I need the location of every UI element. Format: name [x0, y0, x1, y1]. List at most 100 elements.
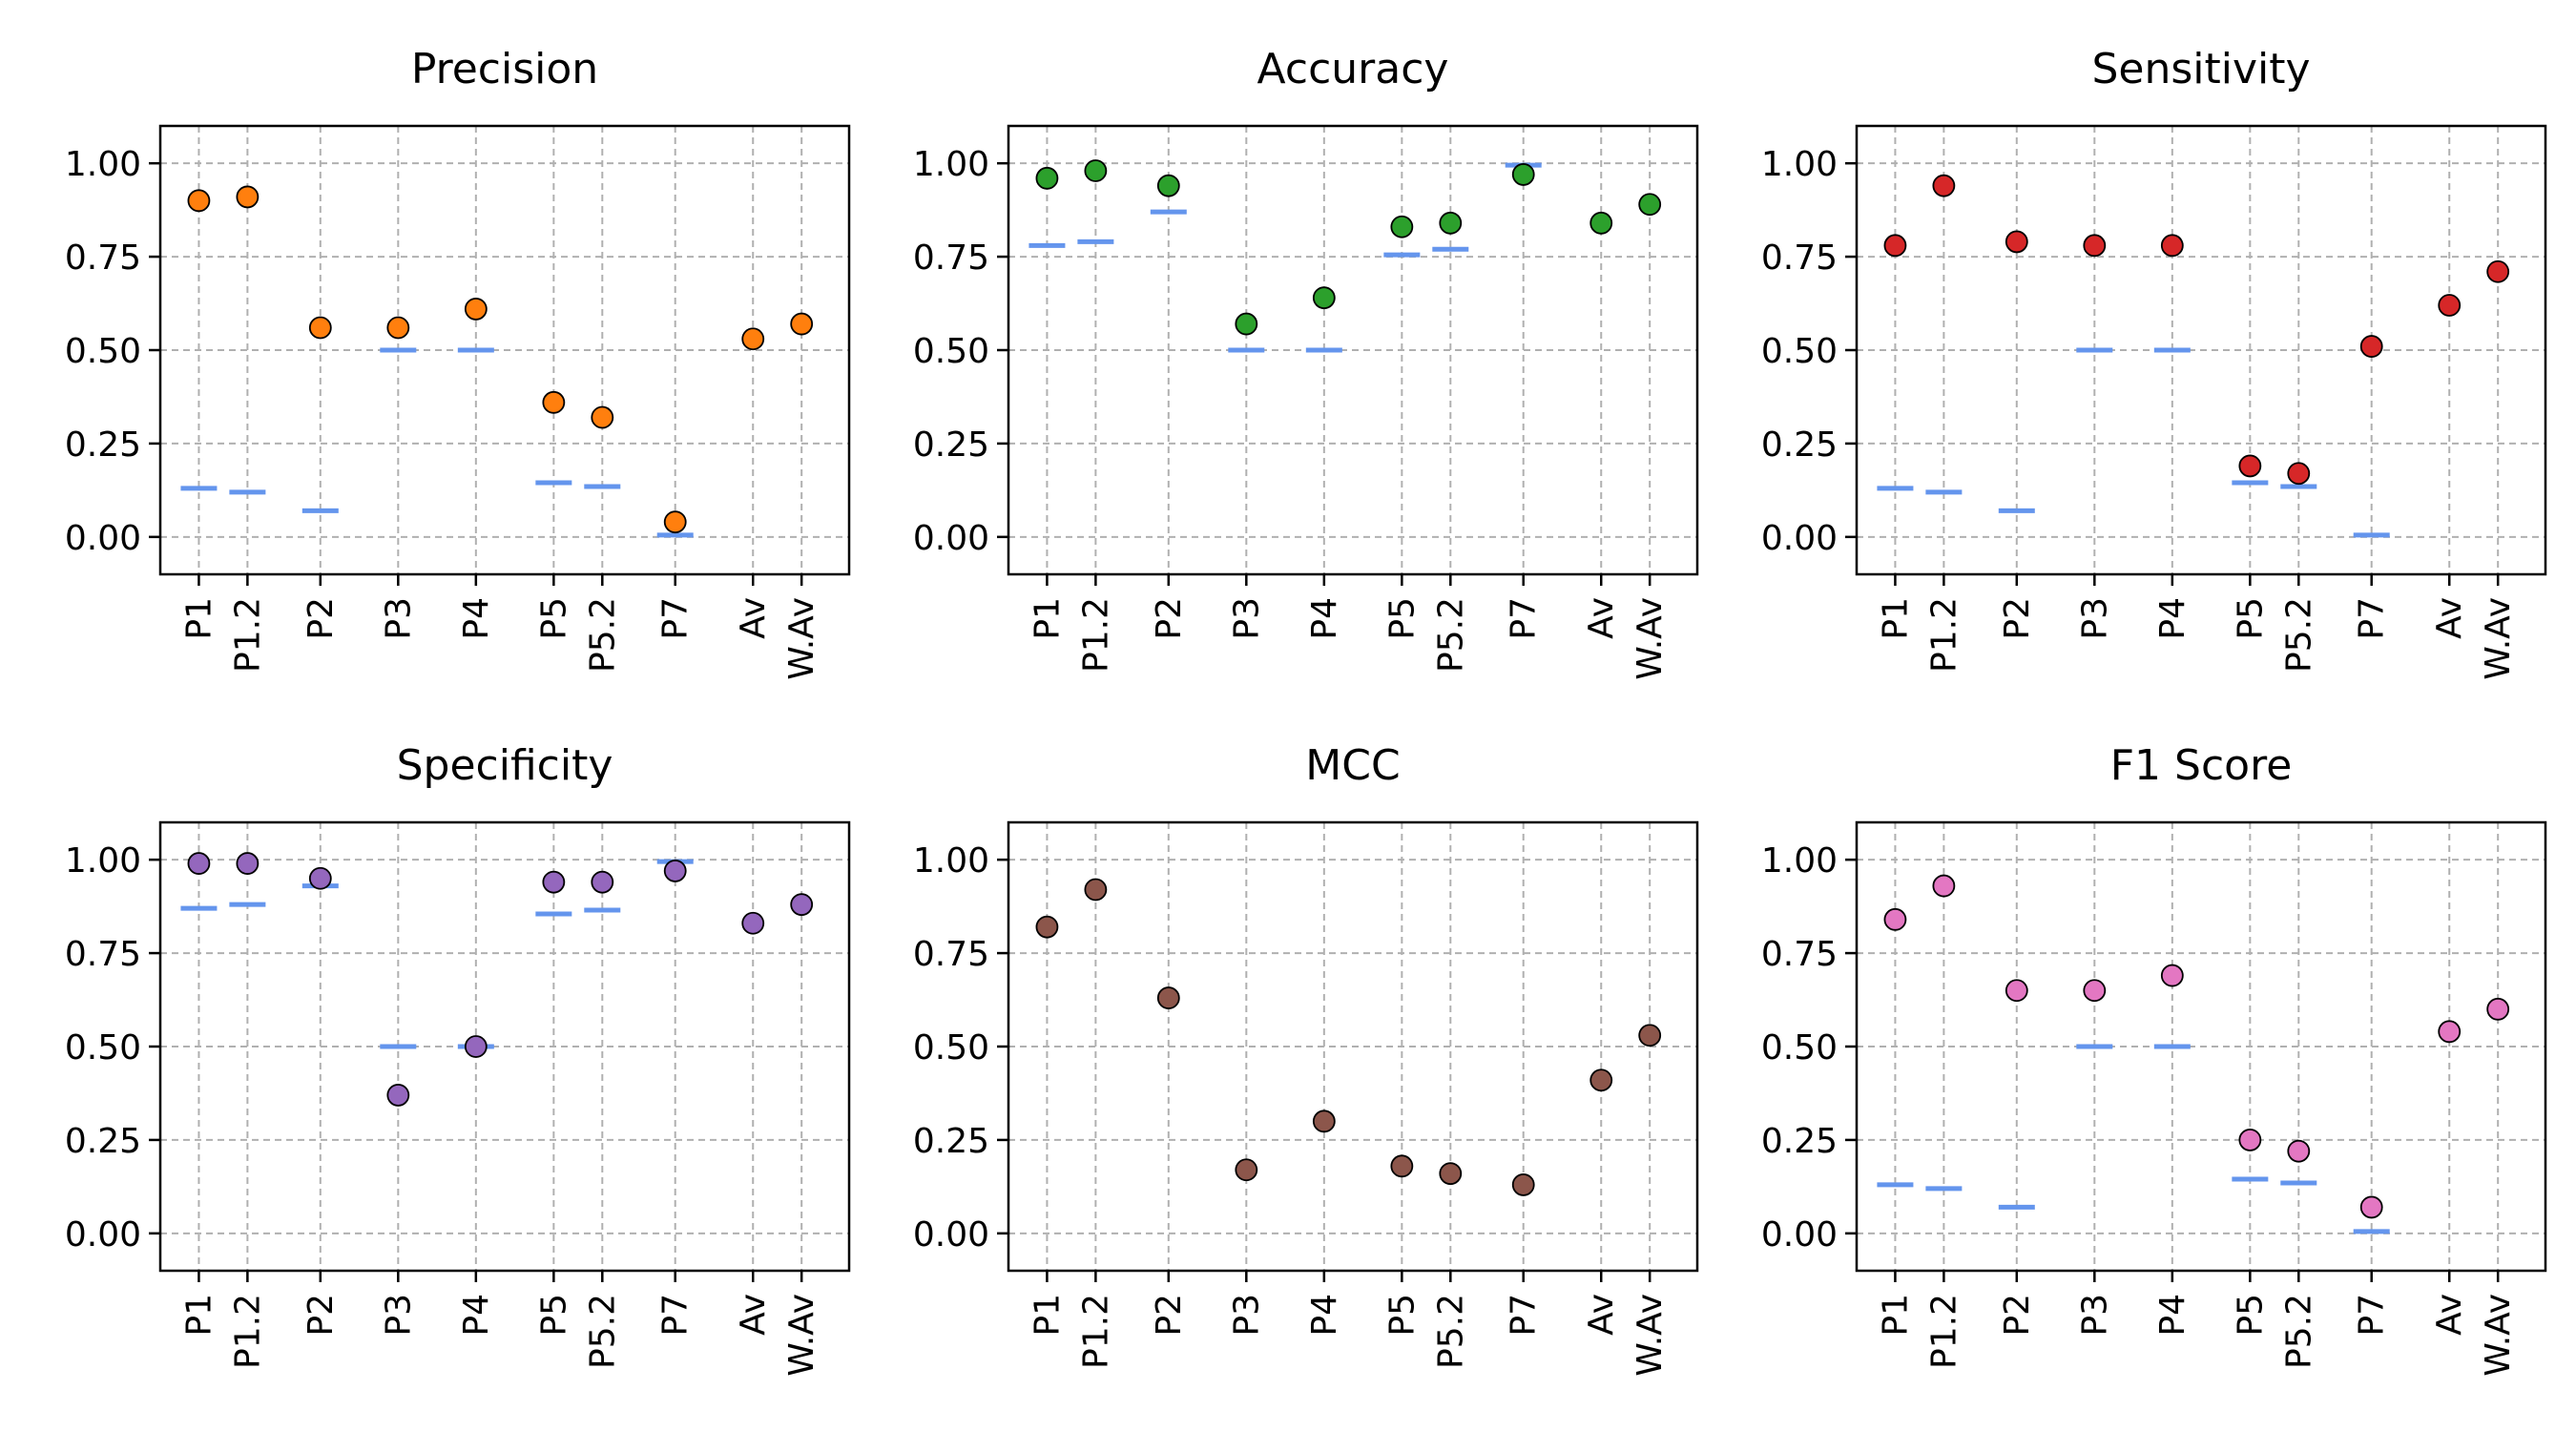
data-point — [1589, 1068, 1613, 1092]
y-tick-label: 0.75 — [65, 238, 141, 278]
data-point — [1883, 234, 1907, 258]
data-point — [1035, 915, 1059, 939]
x-tick-label: W.Av — [1631, 1294, 1670, 1377]
y-tick-label: 0.50 — [65, 1028, 141, 1068]
x-tick-label: P4 — [1305, 1294, 1344, 1337]
x-tick-label: P5.2 — [2279, 1294, 2318, 1369]
x-tick-label: W.Av — [2479, 597, 2518, 680]
x-tick-label: P4 — [2153, 597, 2192, 640]
x-tick-label: Av — [734, 1294, 773, 1336]
data-point — [741, 911, 765, 935]
x-tick-label: P1 — [1876, 1294, 1915, 1337]
data-point — [1084, 878, 1108, 902]
y-tick-label: 0.50 — [913, 1028, 989, 1068]
y-tick-label: 1.00 — [65, 145, 141, 184]
x-tick-label: P5.2 — [1431, 1294, 1470, 1369]
panel-sensitivity: Sensitivity 0.00 0.25 0.50 0.75 1.00 P1 P1.2 P2… — [1761, 45, 2547, 680]
y-tick-label: 0.25 — [1761, 425, 1838, 465]
panel-title: F1 Score — [2110, 741, 2293, 790]
y-tick-label: 0.75 — [65, 935, 141, 974]
plot-frame — [1007, 124, 1699, 576]
data-point — [663, 860, 687, 882]
x-tick-label: W.Av — [2479, 1294, 2518, 1377]
data-point — [542, 390, 566, 414]
plot-frame — [1855, 820, 2547, 1273]
data-point — [790, 893, 814, 917]
x-tick-label: P5 — [1382, 597, 1422, 640]
y-tick-label: 1.00 — [1761, 841, 1838, 881]
x-tick-label: P7 — [656, 1294, 696, 1337]
data-point — [1035, 166, 1059, 190]
x-tick-label: P4 — [1305, 597, 1344, 640]
data-point — [1235, 1158, 1258, 1182]
data-point — [1439, 211, 1463, 235]
data-point — [464, 298, 488, 321]
x-tick-label: P3 — [2075, 1294, 2114, 1337]
data-point — [2005, 979, 2028, 1003]
x-tick-label: P3 — [379, 597, 418, 640]
data-point — [1312, 1110, 1336, 1133]
data-point — [187, 189, 211, 213]
plot-frame — [158, 124, 851, 576]
data-point — [2083, 234, 2107, 258]
y-tick-label: 0.50 — [1761, 1028, 1838, 1068]
x-tick-label: P5.2 — [1431, 597, 1470, 673]
x-tick-label: P5.2 — [2279, 597, 2318, 673]
x-tick-label: P1 — [179, 597, 218, 640]
y-tick-label: 0.75 — [913, 238, 989, 278]
x-tick-label: P1 — [1028, 597, 1067, 640]
panel-title: MCC — [1305, 741, 1400, 790]
x-tick-label: P5.2 — [583, 1294, 622, 1369]
x-tick-label: P7 — [2353, 1294, 2392, 1337]
data-point — [1932, 174, 1956, 197]
data-point — [236, 185, 260, 209]
x-tick-label: W.Av — [782, 597, 821, 680]
x-tick-label: P7 — [1505, 597, 1544, 640]
x-tick-label: P1.2 — [1924, 597, 1963, 673]
y-tick-label: 0.00 — [913, 1215, 989, 1255]
x-tick-label: P2 — [1998, 1294, 2037, 1337]
y-tick-label: 0.75 — [913, 935, 989, 974]
panel-specificity: Specificity 0.00 0.25 0.50 0.75 1.00 P1 P1.2 P2… — [65, 741, 851, 1377]
data-point — [2083, 979, 2107, 1003]
data-point — [542, 870, 566, 894]
data-point — [2287, 1139, 2311, 1163]
data-point — [1883, 907, 1907, 931]
x-tick-label: P1.2 — [1924, 1294, 1963, 1369]
x-tick-label: Av — [1582, 597, 1621, 639]
panel-mcc: MCC 0.00 0.25 0.50 0.75 1.00 P1 P1.2 P2 P3 P4 P5 P5… — [913, 741, 1699, 1377]
data-point — [1084, 159, 1108, 182]
data-point — [1390, 1154, 1414, 1178]
x-tick-label: P7 — [1505, 1294, 1544, 1337]
y-tick-label: 0.25 — [913, 425, 989, 465]
y-tick-label: 1.00 — [1761, 145, 1838, 184]
data-point — [1932, 874, 1956, 898]
data-point — [2238, 1129, 2262, 1151]
y-tick-label: 1.00 — [913, 145, 989, 184]
y-tick-label: 0.00 — [913, 519, 989, 558]
panel-title: Specificity — [397, 741, 613, 790]
x-tick-label: P1.2 — [228, 1294, 267, 1369]
x-tick-label: P1.2 — [228, 597, 267, 673]
data-point — [1312, 286, 1336, 310]
data-point — [386, 316, 410, 340]
data-point — [1511, 1173, 1535, 1196]
y-tick-label: 0.75 — [1761, 935, 1838, 974]
data-point — [663, 510, 687, 534]
y-tick-label: 0.00 — [65, 1215, 141, 1255]
x-tick-label: Av — [734, 597, 773, 639]
data-point — [308, 316, 332, 340]
y-tick-label: 0.75 — [1761, 238, 1838, 278]
panel-precision: Precision 0.00 0.25 0.50 0.75 1.00 P1 P1.2 P2 P3… — [65, 45, 851, 680]
data-point — [2486, 997, 2510, 1021]
data-point — [1589, 211, 1613, 235]
data-point — [187, 852, 211, 875]
data-point — [236, 852, 260, 875]
panel-title: Accuracy — [1257, 45, 1449, 93]
x-tick-label: P5 — [2231, 597, 2270, 640]
x-tick-label: P1 — [1028, 1294, 1067, 1337]
y-tick-label: 1.00 — [913, 841, 989, 881]
panel-accuracy: Accuracy 0.00 0.25 0.50 0.75 1.00 P1 P1.2 P2 P3 P… — [913, 45, 1699, 680]
x-tick-label: P4 — [457, 1294, 496, 1337]
y-tick-label: 0.25 — [65, 1122, 141, 1161]
